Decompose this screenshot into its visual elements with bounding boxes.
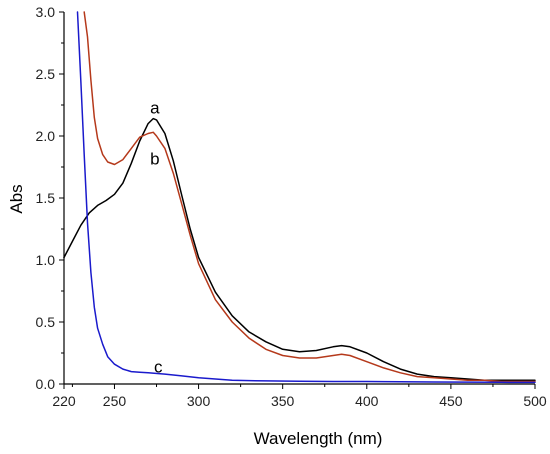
series-line-b <box>83 11 536 383</box>
x-tick-label: 400 <box>355 393 379 409</box>
series-line-c <box>76 11 536 384</box>
x-tick-label: 450 <box>439 393 463 409</box>
series-label-a: a <box>150 98 160 117</box>
series-line-a <box>63 117 536 382</box>
x-tick-label: 350 <box>271 393 295 409</box>
y-tick-label: 0.5 <box>36 314 56 330</box>
y-tick-label: 0.0 <box>36 376 56 392</box>
x-tick-label: 250 <box>103 393 127 409</box>
x-axis-title: Wavelength (nm) <box>254 429 383 448</box>
x-tick-label: 500 <box>523 393 547 409</box>
y-tick-label: 2.5 <box>36 66 56 82</box>
x-tick-label: 300 <box>187 393 211 409</box>
y-tick-label: 1.0 <box>36 252 56 268</box>
y-tick-label: 3.0 <box>36 4 56 20</box>
series-labels-layer: a b c <box>150 98 163 376</box>
axes-layer: 220 250 300 350 400 450 500 0.0 0.5 1.0 1.5 2.0 2.5 3… <box>36 4 547 409</box>
y-tick-label: 2.0 <box>36 128 56 144</box>
x-tick-label: 220 <box>52 393 76 409</box>
y-axis-title: Abs <box>7 184 26 213</box>
series-label-b: b <box>150 149 159 168</box>
y-tick-label: 1.5 <box>36 190 56 206</box>
series-label-c: c <box>154 358 163 377</box>
series-layer <box>63 11 536 384</box>
